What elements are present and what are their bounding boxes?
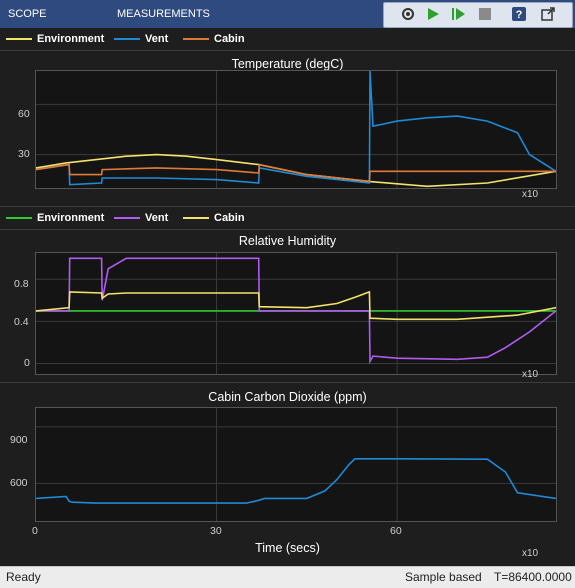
y-tick-label: 0.4 [14, 316, 29, 328]
legend-item[interactable]: Vent [114, 212, 168, 224]
tab-measurements[interactable]: MEASUREMENTS [117, 8, 210, 20]
axes-co2[interactable] [35, 407, 557, 522]
legend-label: Cabin [214, 212, 245, 224]
series-line-environment [36, 153, 556, 188]
legend-label: Vent [145, 33, 169, 45]
panel-divider [0, 382, 575, 383]
toolstrip: SCOPE MEASUREMENTS ? [0, 0, 575, 28]
series-line-vent [36, 257, 556, 365]
x-exponent-label: x10 [522, 189, 539, 200]
y-tick-label: 0 [24, 357, 30, 369]
legend-label: Vent [145, 212, 169, 224]
status-bar: Ready Sample based T=86400.0000 [0, 566, 575, 588]
legend-label: Environment [37, 212, 105, 224]
x-tick-label: 30 [210, 525, 222, 537]
status-ready: Ready [6, 570, 41, 584]
chart-co2 [36, 408, 556, 521]
series-line-co2 [36, 457, 556, 504]
step-forward-icon[interactable] [448, 4, 468, 24]
y-tick-label: 900 [10, 434, 28, 446]
legend-label: Cabin [214, 33, 245, 45]
x-axis-label: Time (secs) [255, 541, 320, 555]
legend-swatch [114, 217, 140, 219]
stop-icon[interactable] [475, 4, 495, 24]
legend-item[interactable]: Vent [114, 33, 168, 45]
help-icon[interactable]: ? [509, 4, 529, 24]
y-tick-label: 60 [18, 108, 30, 120]
legend-item[interactable]: Cabin [183, 33, 245, 45]
legend-temperature: Environment Vent Cabin [0, 28, 575, 51]
y-tick-label: 30 [18, 148, 30, 160]
chart-humidity [36, 253, 556, 374]
plot-title-temperature: Temperature (degC) [231, 57, 344, 71]
legend-label: Environment [37, 33, 105, 45]
scope-content: Environment Vent Cabin Temperature (degC… [0, 28, 575, 566]
run-icon[interactable] [423, 4, 443, 24]
legend-swatch [6, 38, 32, 40]
axes-humidity[interactable] [35, 252, 557, 375]
legend-item[interactable]: Cabin [183, 212, 245, 224]
plot-title-co2: Cabin Carbon Dioxide (ppm) [208, 390, 367, 404]
x-tick-label: 0 [32, 525, 38, 537]
settings-icon[interactable] [398, 4, 418, 24]
legend-swatch [114, 38, 140, 40]
series-line-cabin [36, 290, 556, 321]
legend-swatch [183, 38, 209, 40]
series-line-vent [36, 71, 556, 186]
undock-icon[interactable] [538, 4, 558, 24]
legend-swatch [183, 217, 209, 219]
status-sample-mode: Sample based [405, 570, 482, 584]
legend-item[interactable]: Environment [6, 212, 104, 224]
y-tick-label: 0.8 [14, 278, 29, 290]
x-tick-label: 60 [390, 525, 402, 537]
legend-swatch [6, 217, 32, 219]
chart-temperature [36, 71, 556, 188]
axes-temperature[interactable] [35, 70, 557, 189]
x-exponent-label: x10 [522, 548, 539, 559]
series-line-cabin [36, 163, 556, 183]
svg-text:?: ? [516, 9, 523, 21]
legend-humidity: Environment Vent Cabin [0, 206, 575, 230]
plot-title-humidity: Relative Humidity [238, 234, 337, 248]
x-exponent-label: x10 [522, 369, 539, 380]
legend-item[interactable]: Environment [6, 33, 104, 45]
y-tick-label: 600 [10, 477, 28, 489]
status-time: T=86400.0000 [494, 570, 572, 584]
tab-scope[interactable]: SCOPE [8, 8, 47, 20]
